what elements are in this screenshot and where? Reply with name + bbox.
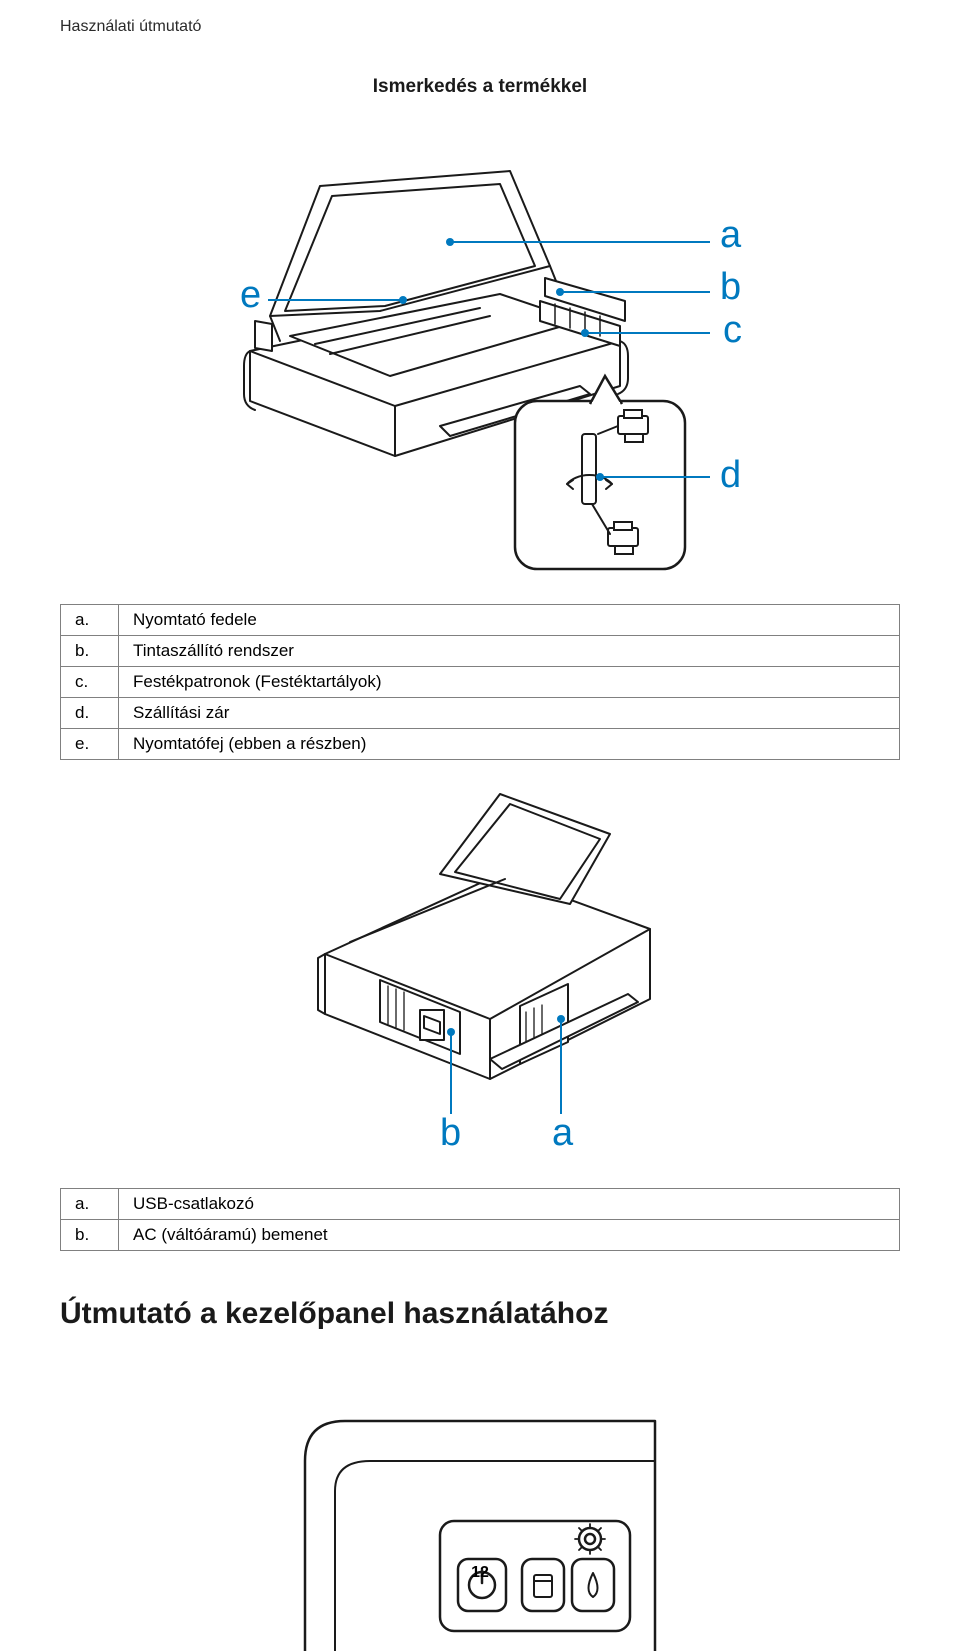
leader-b-dot — [556, 288, 564, 296]
table-row: b.Tintaszállító rendszer — [61, 636, 900, 667]
value-cell: Szállítási zár — [119, 698, 900, 729]
leader-e-dot — [399, 296, 407, 304]
parts-table-1: a.Nyomtató fedele b.Tintaszállító rendsz… — [60, 604, 900, 760]
leader-c — [585, 332, 710, 334]
table-row: a.USB-csatlakozó — [61, 1189, 900, 1220]
key-cell: a. — [61, 605, 119, 636]
callout-a2: a — [552, 1114, 573, 1152]
leader-d — [600, 476, 710, 478]
callout-a: a — [720, 216, 741, 254]
leader-a2-dot — [557, 1015, 565, 1023]
printer-rear-illustration — [120, 784, 840, 1164]
leader-a2 — [560, 1019, 562, 1114]
key-cell: a. — [61, 1189, 119, 1220]
callout-b2: b — [440, 1114, 461, 1152]
figure-printer-rear: b a — [120, 784, 840, 1164]
leader-c-dot — [581, 329, 589, 337]
value-cell: Nyomtatófej (ebben a részben) — [119, 729, 900, 760]
leader-d-dot — [596, 473, 604, 481]
key-cell: b. — [61, 1220, 119, 1251]
control-panel-heading: Útmutató a kezelőpanel használatához — [60, 1297, 900, 1331]
table-row: c.Festékpatronok (Festéktartályok) — [61, 667, 900, 698]
leader-b — [560, 291, 710, 293]
parts-table-2: a.USB-csatlakozó b.AC (váltóáramú) bemen… — [60, 1188, 900, 1251]
table-row: b.AC (váltóáramú) bemenet — [61, 1220, 900, 1251]
callout-c: c — [723, 311, 742, 349]
value-cell: Festékpatronok (Festéktartályok) — [119, 667, 900, 698]
figure-printer-top: a b c d e — [120, 156, 840, 576]
table-row: d.Szállítási zár — [61, 698, 900, 729]
page-number: 12 — [0, 1564, 960, 1582]
value-cell: Tintaszállító rendszer — [119, 636, 900, 667]
control-panel-illustration — [120, 1391, 840, 1651]
key-cell: d. — [61, 698, 119, 729]
callout-e: e — [240, 276, 261, 314]
key-cell: e. — [61, 729, 119, 760]
doc-header: Használati útmutató — [60, 18, 900, 36]
leader-a-dot — [446, 238, 454, 246]
key-cell: c. — [61, 667, 119, 698]
callout-b: b — [720, 268, 741, 306]
leader-b2 — [450, 1032, 452, 1114]
leader-e — [268, 299, 403, 301]
leader-a — [450, 241, 710, 243]
table-row: a.Nyomtató fedele — [61, 605, 900, 636]
value-cell: AC (váltóáramú) bemenet — [119, 1220, 900, 1251]
value-cell: USB-csatlakozó — [119, 1189, 900, 1220]
value-cell: Nyomtató fedele — [119, 605, 900, 636]
leader-b2-dot — [447, 1028, 455, 1036]
table-row: e.Nyomtatófej (ebben a részben) — [61, 729, 900, 760]
callout-d: d — [720, 456, 741, 494]
figure-control-panel — [120, 1391, 840, 1651]
key-cell: b. — [61, 636, 119, 667]
section-title: Ismerkedés a termékkel — [60, 76, 900, 98]
